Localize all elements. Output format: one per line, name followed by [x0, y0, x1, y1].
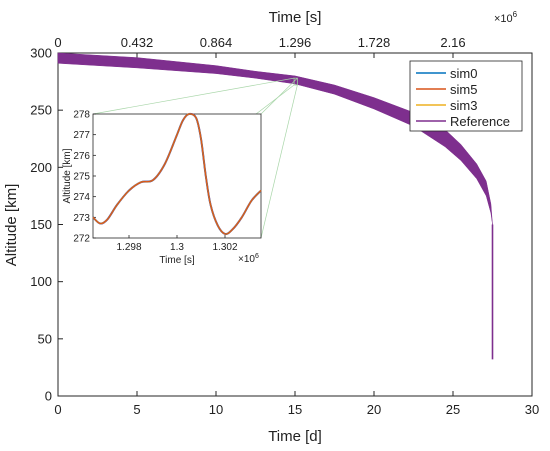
- main-top-tick-label: 0: [54, 35, 61, 50]
- main-top-axis: 0 0.432 0.864 1.296 1.728 2.16: [54, 35, 466, 58]
- main-y-tick-label: 250: [30, 103, 52, 118]
- legend-entry-label: Reference: [450, 114, 510, 129]
- zoom-connector: [260, 84, 298, 239]
- main-y-tick-label: 100: [30, 274, 52, 289]
- zoom-connector: [92, 77, 295, 115]
- inset-sim5-curve: [92, 113, 262, 235]
- main-y-axis-label: Altitude [km]: [3, 184, 20, 267]
- main-x-tick-label: 25: [446, 402, 460, 417]
- legend-entry-label: sim3: [450, 98, 477, 113]
- main-x-axis-label: Time [d]: [268, 428, 322, 445]
- inset-x-tick-label: 1.3: [170, 242, 184, 253]
- inset-y-axis-label: Altitude [km]: [62, 148, 73, 203]
- inset-x-tick-label: 1.298: [116, 242, 141, 253]
- inset-x-tick-label: 1.302: [212, 242, 237, 253]
- main-y-tick-label: 150: [30, 217, 52, 232]
- main-x-tick-label: 5: [133, 402, 140, 417]
- inset-y-axis: 272 273 274 275 276 277 278: [73, 110, 96, 245]
- main-x-tick-label: 10: [209, 402, 223, 417]
- inset-y-tick-label: 272: [73, 234, 90, 245]
- inset-y-tick-label: 276: [73, 151, 90, 162]
- reference-band: [57, 52, 493, 225]
- main-x-axis: 0 5 10 15 20 25 30: [54, 391, 539, 417]
- main-x-tick-label: 20: [367, 402, 381, 417]
- inset-y-tick-label: 274: [73, 192, 90, 203]
- main-top-tick-label: 0.864: [200, 35, 233, 50]
- main-x-tick-label: 15: [288, 402, 302, 417]
- inset-y-tick-label: 278: [73, 110, 90, 121]
- main-top-tick-label: 0.432: [121, 35, 154, 50]
- main-y-tick-label: 0: [45, 389, 52, 404]
- main-y-tick-label: 200: [30, 160, 52, 175]
- legend-entry-label: sim0: [450, 66, 477, 81]
- main-x-tick-label: 0: [54, 402, 61, 417]
- main-y-tick-label: 300: [30, 46, 52, 61]
- inset-x-axis-label: Time [s]: [159, 255, 194, 266]
- main-top-axis-label: Time [s]: [269, 9, 322, 26]
- inset-y-tick-label: 275: [73, 172, 90, 183]
- legend-entry-label: sim5: [450, 82, 477, 97]
- inset-y-tick-label: 273: [73, 213, 90, 224]
- inset-x-axis-multiplier: ×106: [238, 253, 259, 265]
- main-top-axis-multiplier: ×106: [494, 10, 518, 25]
- inset-x-axis: 1.298 1.3 1.302: [116, 235, 238, 253]
- main-y-axis: 0 50 100 150 200 250 300: [30, 46, 63, 404]
- main-top-tick-label: 2.16: [440, 35, 465, 50]
- main-y-tick-label: 50: [38, 331, 52, 346]
- main-x-tick-label: 30: [525, 402, 539, 417]
- inset-plot: 1.298 1.3 1.302 272 273 274 275 276 277 278 Time…: [62, 110, 262, 266]
- main-top-tick-label: 1.296: [279, 35, 312, 50]
- main-top-tick-label: 1.728: [358, 35, 391, 50]
- inset-y-tick-label: 277: [73, 130, 90, 141]
